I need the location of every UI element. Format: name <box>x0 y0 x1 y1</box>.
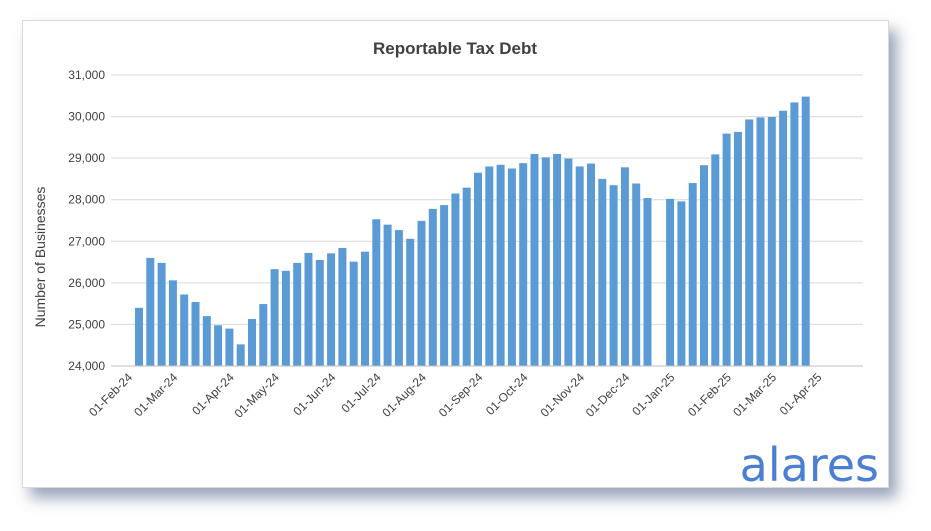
x-tick-label: 01-Mar-24 <box>131 370 180 419</box>
bar <box>191 301 200 366</box>
bar <box>564 158 573 366</box>
bar <box>632 183 641 366</box>
x-tick-label: 01-Dec-24 <box>583 370 633 420</box>
bar <box>236 344 245 366</box>
bar <box>338 247 347 366</box>
bar <box>756 117 765 366</box>
bar <box>496 164 505 366</box>
bar <box>507 168 516 366</box>
x-tick-label: 01-Apr-24 <box>189 370 237 418</box>
bar <box>281 270 290 366</box>
x-tick-label: 01-Apr-25 <box>777 370 825 418</box>
bar <box>327 253 336 366</box>
x-tick-label: 01-Oct-24 <box>483 370 531 418</box>
x-tick-label: 01-Jul-24 <box>338 370 384 416</box>
bar <box>688 183 697 366</box>
bar <box>361 251 369 366</box>
bar <box>451 193 460 366</box>
x-tick-label: 01-May-24 <box>232 370 283 421</box>
bar <box>146 257 155 366</box>
y-axis-label: Number of Businesses <box>32 187 48 328</box>
bar <box>135 307 143 366</box>
bar <box>575 166 584 366</box>
bar <box>553 153 562 366</box>
bar <box>474 172 482 366</box>
x-tick-label: 01-Nov-24 <box>538 370 588 420</box>
bar <box>406 238 415 366</box>
bar <box>440 205 449 366</box>
bar <box>711 154 720 366</box>
bar <box>643 198 652 366</box>
bar <box>779 110 788 366</box>
bar <box>485 166 494 366</box>
y-tick-label: 30,000 <box>68 110 105 124</box>
x-tick-label: 01-Aug-24 <box>379 370 429 420</box>
y-tick-label: 25,000 <box>68 317 105 331</box>
bar <box>801 96 810 367</box>
bar <box>157 262 166 366</box>
bar <box>677 201 686 366</box>
bar <box>372 219 381 366</box>
bar <box>304 252 313 366</box>
bar <box>541 157 550 366</box>
x-tick-label: 01-Mar-25 <box>730 370 779 419</box>
bar <box>609 185 618 366</box>
bar <box>349 261 358 366</box>
chart-title: Reportable Tax Debt <box>373 39 537 58</box>
bar <box>767 116 776 366</box>
bar <box>722 133 731 366</box>
bar <box>530 153 539 366</box>
y-tick-label: 31,000 <box>68 68 105 82</box>
y-tick-label: 26,000 <box>68 276 105 290</box>
bar <box>202 316 211 366</box>
bar <box>519 163 528 366</box>
x-tick-label: 01-Feb-25 <box>685 370 734 419</box>
bar <box>394 230 403 366</box>
x-tick-label: 01-Feb-24 <box>86 370 135 419</box>
bar <box>248 319 256 366</box>
x-tick-label: 01-Jun-24 <box>290 370 338 418</box>
bar <box>270 269 279 366</box>
bar <box>417 220 426 366</box>
bar <box>225 328 234 366</box>
bar <box>666 198 675 366</box>
alares-logo: alares <box>740 438 879 487</box>
y-tick-label: 28,000 <box>68 193 105 207</box>
bar <box>745 119 754 366</box>
bar <box>733 131 742 366</box>
bar <box>428 208 437 366</box>
y-axis-ticks: 24,000 25,000 26,000 27,000 28,000 29,000 30,0… <box>68 68 105 373</box>
bar <box>620 167 629 366</box>
bar <box>214 325 223 366</box>
chart-frame: Reportable Tax Debt 24,000 25,000 26,000 27… <box>22 20 889 488</box>
bar <box>462 187 471 366</box>
bar <box>293 262 302 366</box>
bar <box>168 280 177 366</box>
bar <box>598 178 607 366</box>
chart-svg: Reportable Tax Debt 24,000 25,000 26,000 27… <box>32 39 879 487</box>
x-tick-label: 01-Sep-24 <box>436 370 486 420</box>
bar <box>790 102 799 367</box>
y-tick-label: 27,000 <box>68 234 105 248</box>
bar <box>587 163 595 366</box>
x-tick-label: 01-Jan-25 <box>629 370 677 418</box>
bar <box>259 304 268 366</box>
bars <box>135 96 810 367</box>
y-tick-label: 24,000 <box>68 359 105 373</box>
bar <box>180 294 189 366</box>
y-tick-label: 29,000 <box>68 151 105 165</box>
bar <box>383 224 392 366</box>
bar <box>315 259 324 366</box>
bar <box>700 165 708 366</box>
